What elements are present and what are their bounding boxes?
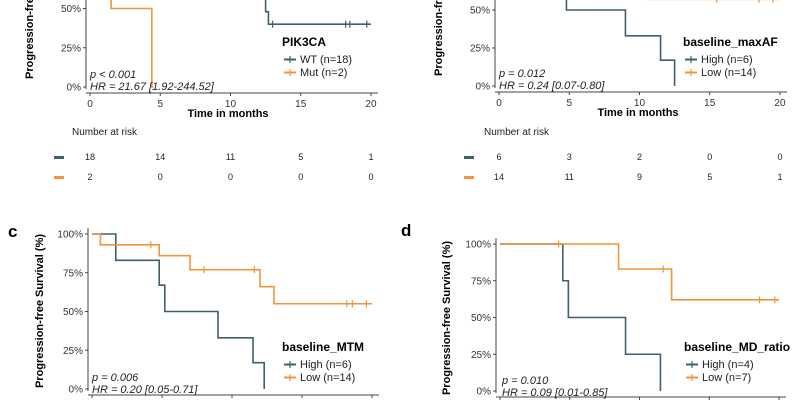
y-tick-label: 100% <box>57 230 83 241</box>
risk-count: 0 <box>158 172 163 182</box>
y-tick-label: 0% <box>476 82 491 93</box>
legend-title: baseline_maxAF <box>683 35 778 49</box>
y-axis-title: Progression-free <box>24 0 36 79</box>
risk-count: 1 <box>777 172 782 182</box>
x-tick-label: 0 <box>87 99 93 110</box>
hazard-ratio: HR = 0.24 [0.07-0.80] <box>499 80 605 92</box>
legend-entry: High (n=6) <box>300 359 352 371</box>
risk-count: 2 <box>637 152 642 162</box>
x-tick-label: 5 <box>566 98 572 109</box>
risk-count: 0 <box>707 152 712 162</box>
y-tick-label: 75% <box>471 276 491 287</box>
km-curve-orange <box>500 243 780 301</box>
risk-row-marker <box>54 156 64 159</box>
risk-count: 0 <box>368 172 373 182</box>
risk-count: 14 <box>494 172 504 182</box>
km-curve-orange <box>110 0 154 88</box>
risk-row-marker <box>464 156 474 159</box>
p-value: p < 0.001 <box>89 69 136 81</box>
risk-count: 0 <box>298 172 303 182</box>
y-tick-label: 50% <box>471 313 491 324</box>
legend-entry: Low (n=7) <box>702 372 751 384</box>
x-axis-title: Time in months <box>597 107 678 119</box>
km-curve-orange <box>92 233 372 305</box>
legend-title: baseline_MTM <box>282 340 364 354</box>
x-tick-label: 0 <box>496 98 502 109</box>
x-tick-label: 5 <box>157 99 163 110</box>
legend-entry: Low (n=14) <box>300 372 355 384</box>
p-value: p = 0.012 <box>498 68 545 80</box>
y-tick-label: 25% <box>61 43 81 54</box>
legend-entry: WT (n=18) <box>300 54 352 66</box>
hazard-ratio: HR = 0.20 [0.05-0.71] <box>92 384 198 396</box>
risk-count: 11 <box>226 152 235 162</box>
panel-letter: d <box>401 221 411 240</box>
y-tick-label: 25% <box>470 44 490 55</box>
hazard-ratio: HR = 21.67 [1.92-244.52] <box>90 81 215 93</box>
x-tick-label: 20 <box>365 99 377 110</box>
y-tick-label: 100% <box>465 240 491 251</box>
risk-count: 5 <box>298 152 303 162</box>
hazard-ratio: HR = 0.09 [0.01-0.85] <box>502 387 608 399</box>
risk-count: 3 <box>567 152 572 162</box>
legend-title: PIK3CA <box>282 35 326 49</box>
legend-entry: High (n=6) <box>701 54 753 66</box>
panel-letter: c <box>8 222 17 241</box>
y-tick-label: 50% <box>470 6 490 17</box>
km-curve-teal <box>92 233 265 389</box>
x-axis-title: Time in months <box>187 108 268 120</box>
risk-count: 14 <box>155 152 165 162</box>
legend-entry: Mut (n=2) <box>300 67 347 79</box>
p-value: p = 0.010 <box>501 375 549 387</box>
y-axis-title: Progression-free Survival (%) <box>34 234 46 388</box>
legend-entry: High (n=4) <box>702 359 754 371</box>
x-tick-label: 20 <box>774 98 786 109</box>
risk-count: 2 <box>87 172 92 182</box>
risk-row-marker <box>54 176 64 179</box>
y-axis-title: Progression-free Survival (%) <box>441 241 453 395</box>
km-curve-teal <box>565 0 676 86</box>
x-tick-label: 15 <box>295 99 307 110</box>
x-tick-label: 10 <box>225 99 237 110</box>
x-tick-label: 15 <box>704 98 716 109</box>
risk-table-title: Number at risk <box>484 127 550 138</box>
risk-count: 18 <box>85 152 95 162</box>
risk-count: 9 <box>637 172 642 182</box>
risk-count: 0 <box>228 172 233 182</box>
km-curve-teal <box>500 243 662 391</box>
risk-count: 1 <box>368 152 373 162</box>
y-tick-label: 50% <box>61 4 81 15</box>
y-axis-title: Progression-fre <box>433 0 445 76</box>
risk-count: 6 <box>496 152 501 162</box>
risk-count: 11 <box>565 172 574 182</box>
y-tick-label: 25% <box>471 350 491 361</box>
km-panel-3: c 0% 25% 50% 75% 100% Progression-free Surviva… <box>8 222 379 398</box>
y-tick-label: 75% <box>63 268 83 279</box>
risk-count: 5 <box>707 172 712 182</box>
x-tick-label: 10 <box>634 98 646 109</box>
y-tick-label: 25% <box>63 346 83 357</box>
risk-table-title: Number at risk <box>72 127 138 138</box>
km-panel-4: d 0% 25% 50% 75% 100% Progression-free Surviva… <box>401 221 790 400</box>
risk-row-marker <box>464 176 474 179</box>
y-tick-label: 50% <box>63 307 83 318</box>
km-curve-teal <box>264 0 371 25</box>
risk-count: 0 <box>777 152 782 162</box>
y-tick-label: 0% <box>69 385 84 396</box>
y-tick-label: 0% <box>477 387 492 398</box>
legend-entry: Low (n=14) <box>701 67 756 79</box>
legend-title: baseline_MD_ratio <box>684 340 790 354</box>
y-tick-label: 0% <box>67 83 82 94</box>
p-value: p = 0.006 <box>91 372 139 384</box>
